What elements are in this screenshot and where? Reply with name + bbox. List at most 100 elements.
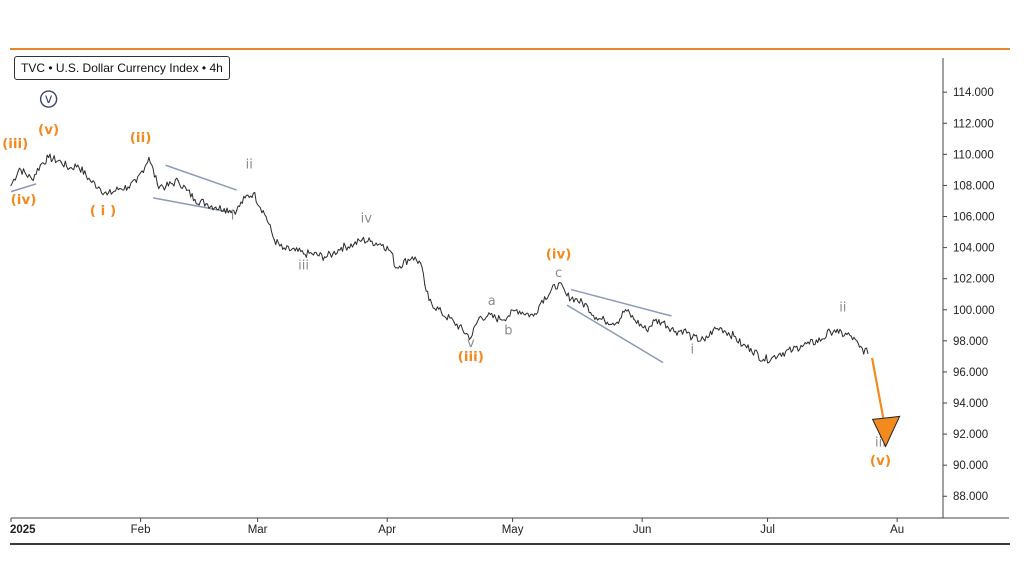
- price-point: [633, 318, 635, 320]
- time-axis[interactable]: 2025 Feb Mar Apr May Jun Jul Au: [10, 518, 904, 536]
- price-point: [206, 203, 209, 205]
- price-point: [382, 243, 384, 246]
- price-point: [10, 184, 12, 187]
- y-tick-label: 114.000: [953, 87, 994, 99]
- y-tick-label: 102.000: [953, 274, 995, 286]
- price-point: [252, 192, 255, 194]
- price-point: [499, 318, 501, 320]
- price-point: [148, 156, 150, 159]
- wave-labels: (iii)(iv)(v)v( i )(ii)iiiiiiivabv(iii)(i…: [2, 90, 891, 469]
- price-point: [185, 189, 188, 191]
- trendline: [570, 288, 672, 317]
- wave-label: (iii): [458, 349, 484, 365]
- wave-label: (iii): [2, 136, 28, 152]
- price-point: [516, 309, 518, 311]
- price-point: [165, 186, 167, 188]
- y-tick-label: 98.000: [953, 336, 988, 348]
- price-point: [18, 167, 20, 169]
- price-point: [119, 187, 121, 190]
- price-point: [838, 332, 840, 334]
- trendline: [165, 164, 237, 191]
- wave-label: (iv): [11, 192, 37, 208]
- price-point: [624, 309, 627, 311]
- wave-label: ii: [246, 157, 253, 172]
- y-tick-label: 90.000: [953, 460, 988, 472]
- wave-label: i: [691, 342, 695, 357]
- price-point: [486, 315, 489, 317]
- price-point: [541, 299, 543, 302]
- price-point: [654, 320, 656, 322]
- price-point: [420, 262, 422, 264]
- y-tick-label: 88.000: [953, 491, 988, 503]
- x-tick-label: Jul: [760, 524, 775, 536]
- price-point: [77, 164, 79, 166]
- wave-label: ii: [839, 300, 846, 315]
- chart-frame: [10, 48, 1010, 545]
- price-point: [340, 246, 342, 249]
- price-point: [135, 181, 137, 183]
- price-point: [741, 344, 744, 347]
- y-tick-label: 106.000: [953, 212, 995, 224]
- price-point: [557, 282, 560, 284]
- price-point: [733, 335, 735, 337]
- price-point: [662, 321, 664, 323]
- price-point: [771, 357, 773, 359]
- y-tick-label: 110.000: [953, 149, 994, 161]
- price-point: [808, 343, 810, 345]
- price-point: [215, 206, 217, 208]
- wave-label: (ii): [130, 130, 152, 146]
- price-point: [303, 253, 305, 255]
- x-tick-label: Jun: [633, 524, 652, 536]
- price-point: [411, 256, 413, 258]
- y-tick-label: 92.000: [953, 429, 988, 441]
- projection-arrow-shaft: [870, 357, 886, 426]
- trendline: [152, 197, 229, 213]
- price-point: [244, 197, 246, 199]
- wave-label: ( i ): [90, 203, 116, 219]
- symbol-legend[interactable]: TVC • U.S. Dollar Currency Index • 4h: [14, 56, 230, 80]
- x-tick-label: Feb: [131, 524, 151, 536]
- price-point: [311, 253, 313, 255]
- price-point: [294, 250, 296, 252]
- price-axis[interactable]: 88.000 90.000 92.000 94.000 96.000 98.000 100.…: [943, 87, 995, 503]
- price-point: [424, 284, 426, 286]
- price-point: [566, 295, 568, 297]
- price-point: [106, 194, 108, 196]
- x-tick-label: Apr: [378, 524, 396, 536]
- price-point: [779, 352, 781, 354]
- price-point: [691, 337, 693, 339]
- price-point: [645, 329, 647, 331]
- wave-label-circle: [39, 90, 58, 108]
- price-point: [603, 320, 606, 322]
- wave-label: i: [231, 209, 235, 224]
- price-point: [821, 338, 823, 340]
- price-point: [712, 329, 714, 331]
- y-tick-label: 94.000: [953, 398, 988, 410]
- price-line: [10, 153, 869, 364]
- y-tick-label: 108.000: [953, 180, 995, 192]
- price-point: [236, 209, 238, 211]
- price-point: [478, 316, 480, 319]
- price-point: [68, 167, 71, 169]
- price-point: [98, 186, 100, 188]
- price-point: [858, 346, 861, 348]
- price-point: [574, 298, 576, 300]
- price-point: [704, 340, 706, 342]
- price-point: [616, 321, 618, 323]
- price-point: [453, 321, 455, 323]
- price-series: [10, 153, 869, 364]
- price-point: [323, 256, 326, 258]
- price-point: [39, 164, 41, 166]
- wave-label: (v): [870, 453, 891, 469]
- price-point: [507, 315, 510, 317]
- price-point: [428, 299, 430, 302]
- wave-label: iv: [361, 212, 373, 227]
- price-point: [675, 330, 677, 333]
- price-point: [177, 180, 179, 182]
- projection-arrow-head: [871, 415, 901, 448]
- price-point: [31, 178, 33, 180]
- price-point: [833, 329, 836, 331]
- y-tick-label: 104.000: [953, 243, 995, 255]
- wave-label: iii: [875, 436, 886, 451]
